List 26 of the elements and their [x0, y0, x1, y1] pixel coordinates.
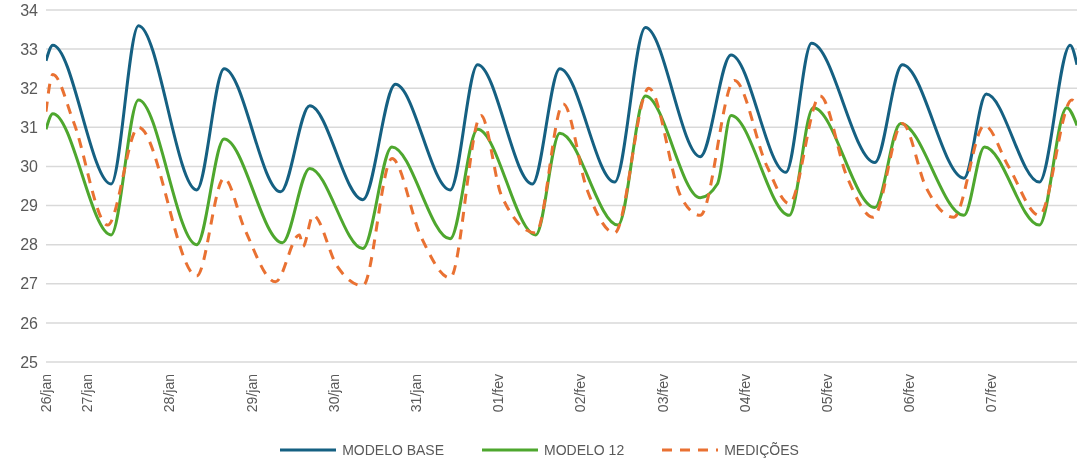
x-tick-label: 28/jan [161, 374, 178, 413]
x-tick-label: 03/fev [654, 374, 671, 413]
y-tick-label: 31 [20, 119, 39, 137]
x-tick-label: 01/fev [490, 374, 507, 413]
y-tick-label: 32 [20, 79, 39, 97]
x-tick-label: 04/fev [736, 374, 753, 413]
y-tick-label: 29 [20, 197, 39, 215]
y-tick-label: 34 [20, 1, 39, 19]
x-tick-label: 29/jan [243, 374, 260, 413]
x-tick-label: 02/fev [572, 374, 589, 413]
legend-label: MEDIÇÕES [723, 442, 799, 458]
y-tick-label: 26 [20, 314, 39, 332]
x-tick-label: 31/jan [407, 374, 424, 413]
x-tick-label: 06/fev [901, 374, 918, 413]
x-tick-label: 26/jan [38, 374, 54, 413]
x-tick-label: 30/jan [325, 374, 342, 413]
y-tick-label: 33 [20, 40, 39, 58]
x-tick-label: 07/fev [983, 374, 1000, 413]
legend-label: MODELO 12 [543, 442, 625, 458]
y-tick-label: 30 [20, 158, 39, 176]
y-tick-label: 25 [20, 353, 39, 371]
legend-label: MODELO BASE [341, 442, 445, 458]
x-tick-label: 05/fev [818, 374, 835, 413]
x-tick-label: 27/jan [79, 374, 96, 413]
y-tick-label: 28 [20, 236, 39, 254]
y-tick-label: 27 [20, 275, 39, 293]
